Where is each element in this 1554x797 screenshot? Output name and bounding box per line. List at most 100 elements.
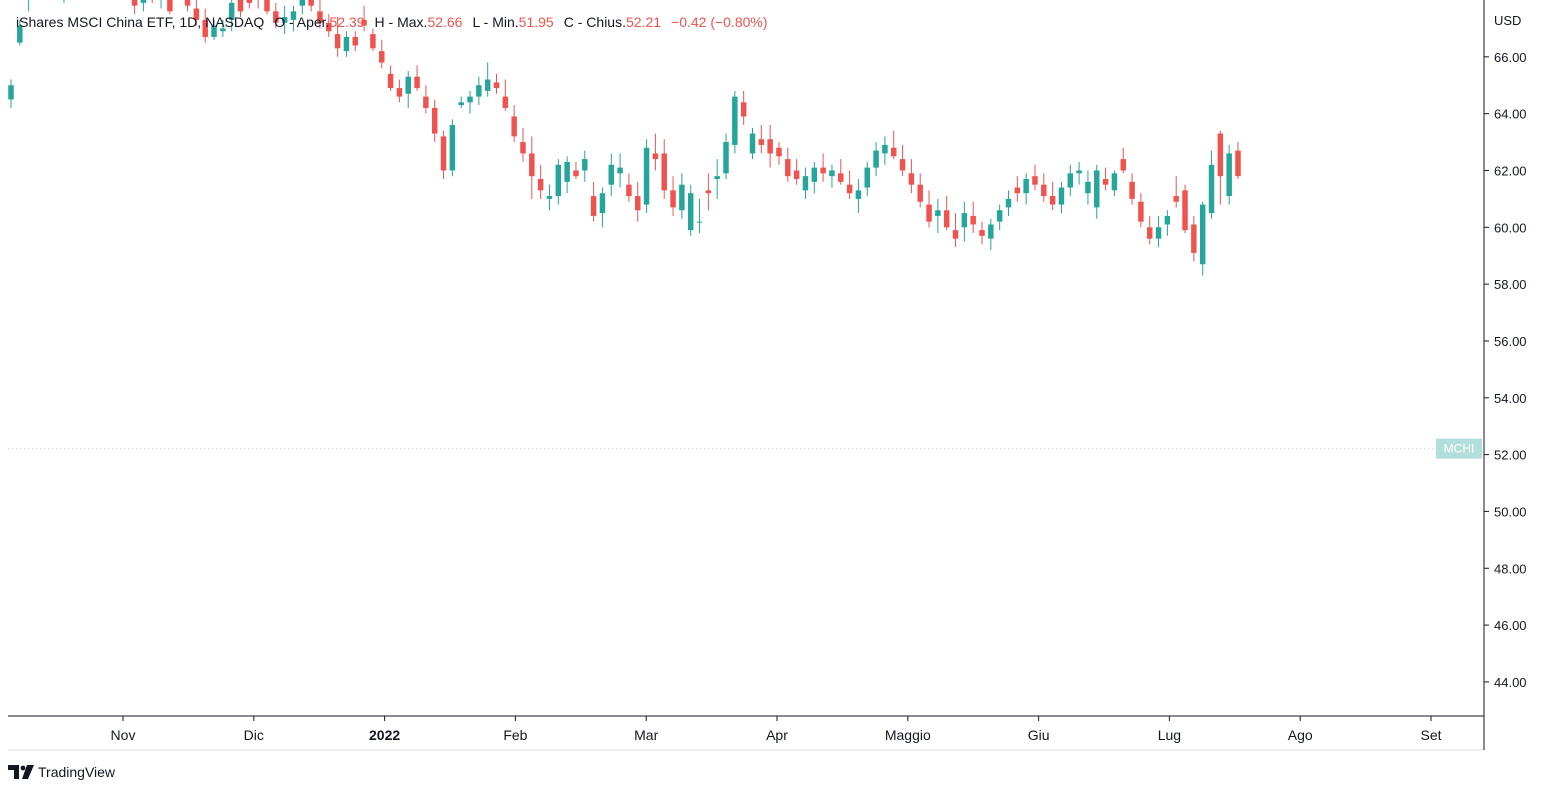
candle-down[interactable] <box>573 161 579 179</box>
candle-down[interactable] <box>202 8 208 43</box>
candle-down[interactable] <box>502 79 509 111</box>
candle-up[interactable] <box>1164 210 1171 236</box>
candle-down[interactable] <box>1217 130 1224 205</box>
candle-down[interactable] <box>273 2 279 29</box>
candle-up[interactable] <box>1067 164 1074 197</box>
candle-up[interactable] <box>546 184 553 211</box>
candle-up[interactable] <box>873 142 879 177</box>
candle-down[interactable] <box>970 201 976 233</box>
candle-down[interactable] <box>1120 147 1126 174</box>
candle-up[interactable] <box>1085 170 1091 205</box>
candle-down[interactable] <box>131 0 138 15</box>
candle-down[interactable] <box>440 130 447 179</box>
candle-down[interactable] <box>767 125 773 168</box>
candle-down[interactable] <box>1235 142 1241 179</box>
candle-up[interactable] <box>1005 190 1012 216</box>
candle-up[interactable] <box>679 173 685 219</box>
candle-down[interactable] <box>758 125 765 154</box>
candle-down[interactable] <box>379 39 385 69</box>
candle-down[interactable] <box>264 0 270 15</box>
candle-down[interactable] <box>661 139 667 199</box>
candle-down[interactable] <box>846 170 853 199</box>
candle-down[interactable] <box>890 130 897 160</box>
candle-up[interactable] <box>476 76 482 106</box>
candle-up[interactable] <box>555 159 562 205</box>
candle-up[interactable] <box>1155 215 1162 248</box>
candle-up[interactable] <box>449 119 456 177</box>
candle-down[interactable] <box>917 173 923 208</box>
candle-down[interactable] <box>1129 173 1135 205</box>
candle-up[interactable] <box>1058 181 1065 214</box>
candle-down[interactable] <box>1182 184 1188 233</box>
candle-up[interactable] <box>140 0 147 12</box>
candle-up[interactable] <box>582 150 588 182</box>
candle-down[interactable] <box>899 144 906 177</box>
candle-down[interactable] <box>246 0 253 9</box>
candle-down[interactable] <box>184 0 191 12</box>
candle-up[interactable] <box>811 161 818 194</box>
candle-down[interactable] <box>370 28 376 52</box>
candle-up[interactable] <box>687 184 694 236</box>
candle-up[interactable] <box>749 127 756 160</box>
candle-up[interactable] <box>228 0 235 32</box>
candle-down[interactable] <box>820 153 826 182</box>
candle-down[interactable] <box>1102 167 1109 191</box>
candle-up[interactable] <box>802 167 809 199</box>
candle-up[interactable] <box>996 204 1003 231</box>
candle-down[interactable] <box>1041 173 1047 202</box>
candle-up[interactable] <box>1076 161 1082 185</box>
candle-up[interactable] <box>961 201 968 242</box>
candle-down[interactable] <box>493 73 500 94</box>
candle-up[interactable] <box>1226 144 1232 205</box>
candle-down[interactable] <box>1146 215 1153 245</box>
candle-down[interactable] <box>943 196 950 231</box>
candle-up[interactable] <box>608 153 614 197</box>
candles-layer[interactable] <box>8 0 1241 276</box>
candle-down[interactable] <box>979 221 985 245</box>
candle-up[interactable] <box>829 164 835 188</box>
candle-down[interactable] <box>785 147 791 182</box>
candle-down[interactable] <box>326 14 332 37</box>
candle-down[interactable] <box>838 159 844 185</box>
candle-up[interactable] <box>220 19 226 37</box>
candle-down[interactable] <box>590 181 597 222</box>
candle-down[interactable] <box>255 0 260 9</box>
candle-up[interactable] <box>935 198 941 233</box>
candle-down[interactable] <box>334 17 341 57</box>
candle-down[interactable] <box>652 133 659 171</box>
candle-up[interactable] <box>723 133 729 179</box>
candle-down[interactable] <box>952 213 959 248</box>
candle-up[interactable] <box>617 153 623 188</box>
candle-up[interactable] <box>26 0 31 12</box>
candle-down[interactable] <box>1049 181 1056 211</box>
candle-up[interactable] <box>467 90 473 114</box>
candle-up[interactable] <box>1094 164 1100 219</box>
legend-symbol-name[interactable]: iShares MSCI China ETF <box>16 14 172 30</box>
candle-up[interactable] <box>564 156 570 194</box>
candle-down[interactable] <box>1032 164 1038 191</box>
candle-up[interactable] <box>988 218 994 251</box>
candle-down[interactable] <box>511 105 517 143</box>
candle-up[interactable] <box>158 0 163 9</box>
candle-down[interactable] <box>1138 193 1144 228</box>
candle-down[interactable] <box>317 0 323 29</box>
candle-up[interactable] <box>732 90 738 154</box>
candle-up[interactable] <box>290 5 297 32</box>
candle-up[interactable] <box>458 96 464 108</box>
candle-up[interactable] <box>599 187 606 228</box>
candle-down[interactable] <box>635 181 641 222</box>
legend[interactable]: iShares MSCI China ETF, 1D, NASDAQ O - Ap… <box>16 14 768 30</box>
candle-up[interactable] <box>855 179 862 214</box>
candle-down[interactable] <box>414 65 420 91</box>
candle-down[interactable] <box>793 159 800 185</box>
candle-down[interactable] <box>1173 176 1179 208</box>
candle-down[interactable] <box>361 5 367 32</box>
candle-up[interactable] <box>696 198 703 233</box>
candle-up[interactable] <box>211 19 217 40</box>
candle-down[interactable] <box>776 142 782 165</box>
candle-down[interactable] <box>705 173 712 211</box>
candle-down[interactable] <box>423 85 429 114</box>
candle-up[interactable] <box>17 19 23 46</box>
